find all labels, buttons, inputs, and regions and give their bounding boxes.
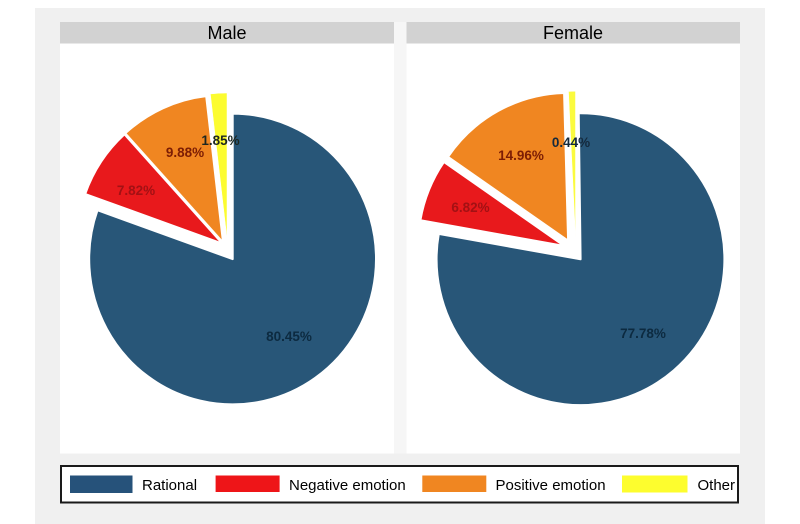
svg-text:Rational: Rational [142,477,197,494]
svg-text:Female: Female [543,23,603,43]
svg-text:Negative emotion: Negative emotion [289,477,406,494]
svg-text:Positive emotion: Positive emotion [496,477,606,494]
svg-text:0.44%: 0.44% [552,135,590,150]
svg-text:77.78%: 77.78% [620,326,666,341]
svg-text:Male: Male [207,23,246,43]
svg-text:6.82%: 6.82% [451,200,489,215]
svg-text:14.96%: 14.96% [498,148,544,163]
svg-text:1.85%: 1.85% [201,133,239,148]
svg-text:Other: Other [698,477,736,494]
svg-text:9.88%: 9.88% [166,145,204,160]
svg-text:80.45%: 80.45% [266,329,312,344]
svg-text:7.82%: 7.82% [117,183,155,198]
